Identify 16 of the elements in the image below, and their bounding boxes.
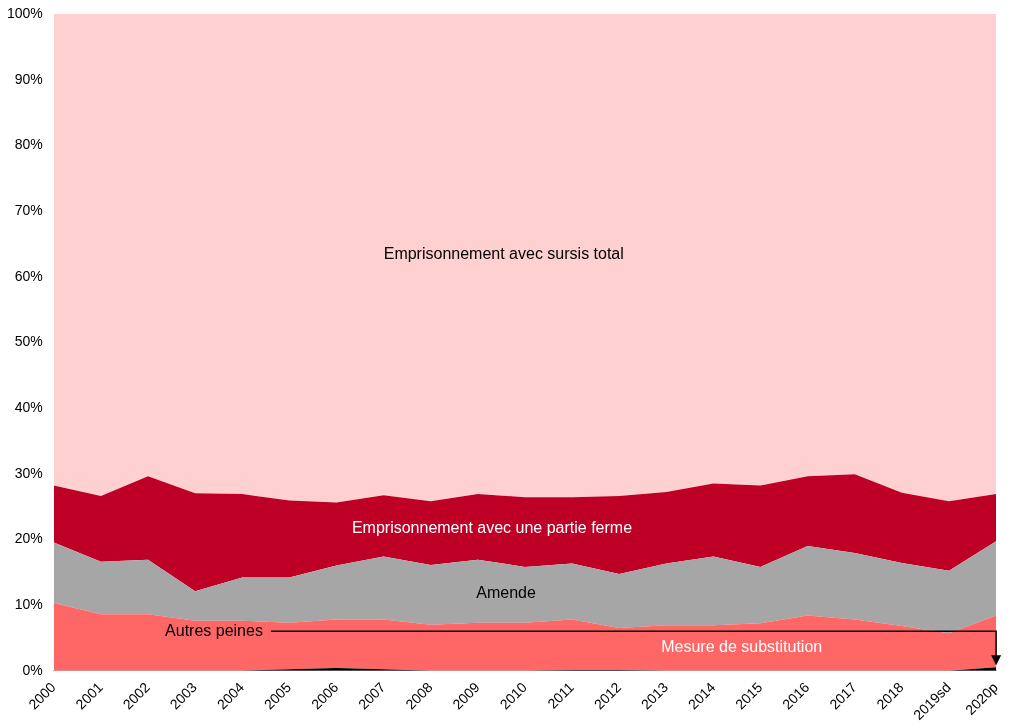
y-tick-label: 90% xyxy=(14,70,43,87)
y-tick-label: 0% xyxy=(22,661,43,678)
y-tick-label: 80% xyxy=(14,136,43,153)
series-label: Amende xyxy=(476,583,537,601)
y-tick-label: 20% xyxy=(14,530,43,547)
series-label: Autres peines xyxy=(165,621,263,639)
y-tick-label: 10% xyxy=(14,595,43,612)
series-label: Emprisonnement avec sursis total xyxy=(383,245,624,263)
y-tick-label: 30% xyxy=(14,464,43,481)
y-tick-label: 70% xyxy=(14,201,43,218)
series-label: Mesure de substitution xyxy=(661,637,823,655)
y-tick-label: 50% xyxy=(14,333,43,350)
y-tick-label: 60% xyxy=(14,267,43,284)
series-label: Emprisonnement avec une partie ferme xyxy=(351,518,633,536)
y-tick-label: 100% xyxy=(6,4,43,21)
y-tick-label: 40% xyxy=(14,398,43,415)
